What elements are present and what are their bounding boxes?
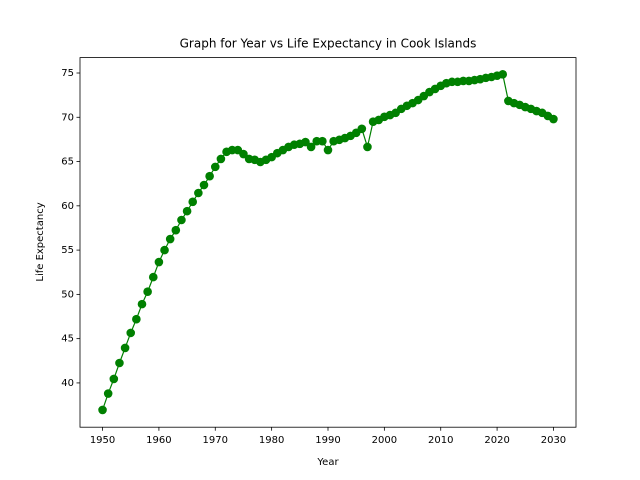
data-point: [182, 206, 192, 216]
data-point: [199, 180, 209, 190]
data-point: [137, 299, 147, 309]
data-point: [171, 225, 181, 235]
y-tick-label: 75: [61, 68, 74, 79]
y-tick-label: 70: [61, 112, 74, 123]
data-point: [126, 328, 136, 338]
data-point: [549, 114, 558, 124]
y-tick-label: 65: [61, 157, 74, 168]
x-tick-label: 1990: [315, 435, 340, 446]
data-point: [132, 314, 141, 324]
data-point: [177, 215, 186, 225]
data-point: [160, 245, 169, 255]
y-tick-label: 60: [61, 201, 74, 212]
data-point: [239, 149, 248, 159]
y-tick-label: 45: [61, 334, 74, 345]
data-point: [109, 374, 119, 384]
data-point: [165, 234, 175, 244]
x-axis-label: Year: [316, 457, 339, 468]
y-tick-label: 40: [61, 378, 74, 389]
chart-title: Graph for Year vs Life Expectancy in Coo…: [180, 37, 477, 51]
data-point: [323, 145, 333, 155]
data-point: [498, 70, 508, 79]
x-tick-label: 2010: [428, 435, 453, 446]
data-point: [154, 257, 164, 267]
data-point: [103, 389, 113, 398]
data-point: [306, 142, 316, 152]
data-point: [120, 343, 130, 353]
x-tick-label: 1960: [146, 435, 171, 446]
data-point: [148, 272, 158, 282]
data-point: [143, 287, 152, 297]
x-tick-label: 2000: [372, 435, 397, 446]
x-tick-label: 1950: [90, 435, 115, 446]
data-point: [318, 136, 327, 146]
data-point: [363, 142, 372, 152]
data-point: [98, 405, 107, 415]
y-tick-label: 55: [61, 245, 74, 256]
x-tick-label: 1970: [203, 435, 228, 446]
data-point: [194, 188, 203, 198]
plot-frame: [79, 57, 577, 428]
x-tick-label: 1980: [259, 435, 284, 446]
data-point: [188, 197, 198, 207]
x-tick-label: 2030: [541, 435, 566, 446]
data-point: [357, 124, 367, 134]
data-point: [216, 154, 226, 164]
data-point: [115, 358, 124, 368]
data-point: [210, 162, 220, 172]
y-axis-label: Life Expectancy: [35, 202, 46, 281]
data-point: [301, 137, 310, 147]
data-point: [205, 171, 214, 181]
y-tick-label: 50: [61, 289, 74, 300]
x-tick-label: 2020: [484, 435, 509, 446]
